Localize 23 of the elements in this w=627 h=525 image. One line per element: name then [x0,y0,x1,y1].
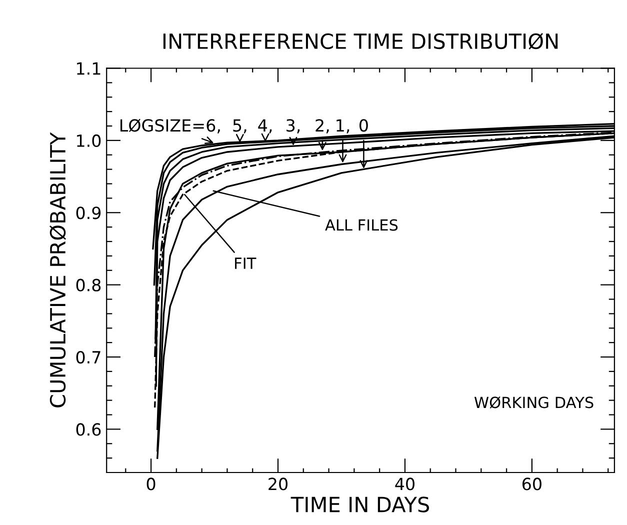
annotation: ALL FILES [325,219,398,231]
annotation: 2, [316,119,329,134]
x-tick-label: 40 [395,478,414,490]
y-tick-label: 1.1 [77,62,100,75]
y-tick-label: 0.8 [76,278,101,292]
x-tick-label: 60 [522,478,542,490]
y-tick-label: 1.0 [77,134,101,148]
chart-title: INTERREFERENCE TIME DISTRIBUTIØN [163,32,558,50]
x-tick-label: 20 [268,478,288,490]
y-tick-label: 0.7 [76,350,100,364]
y-tick-label: 0.9 [76,206,101,220]
x-tick-label: 0 [146,478,156,490]
annotation: 0 [359,119,368,132]
annotation: 1, [336,119,350,134]
annotation: WØRKING DAYS [474,396,594,409]
x-axis-title: TIME IN DAYS [290,496,429,512]
y-axis-title: CUMULATIVE PRØBABILITY [49,132,66,408]
annotation: 4, [258,119,272,134]
annotation: 5, [233,119,246,134]
y-tick-label: 0.6 [76,423,101,436]
annotation: LØGSIZE=6, [120,118,220,134]
annotation: FIT [235,258,256,269]
annotation: 3, [286,119,300,134]
